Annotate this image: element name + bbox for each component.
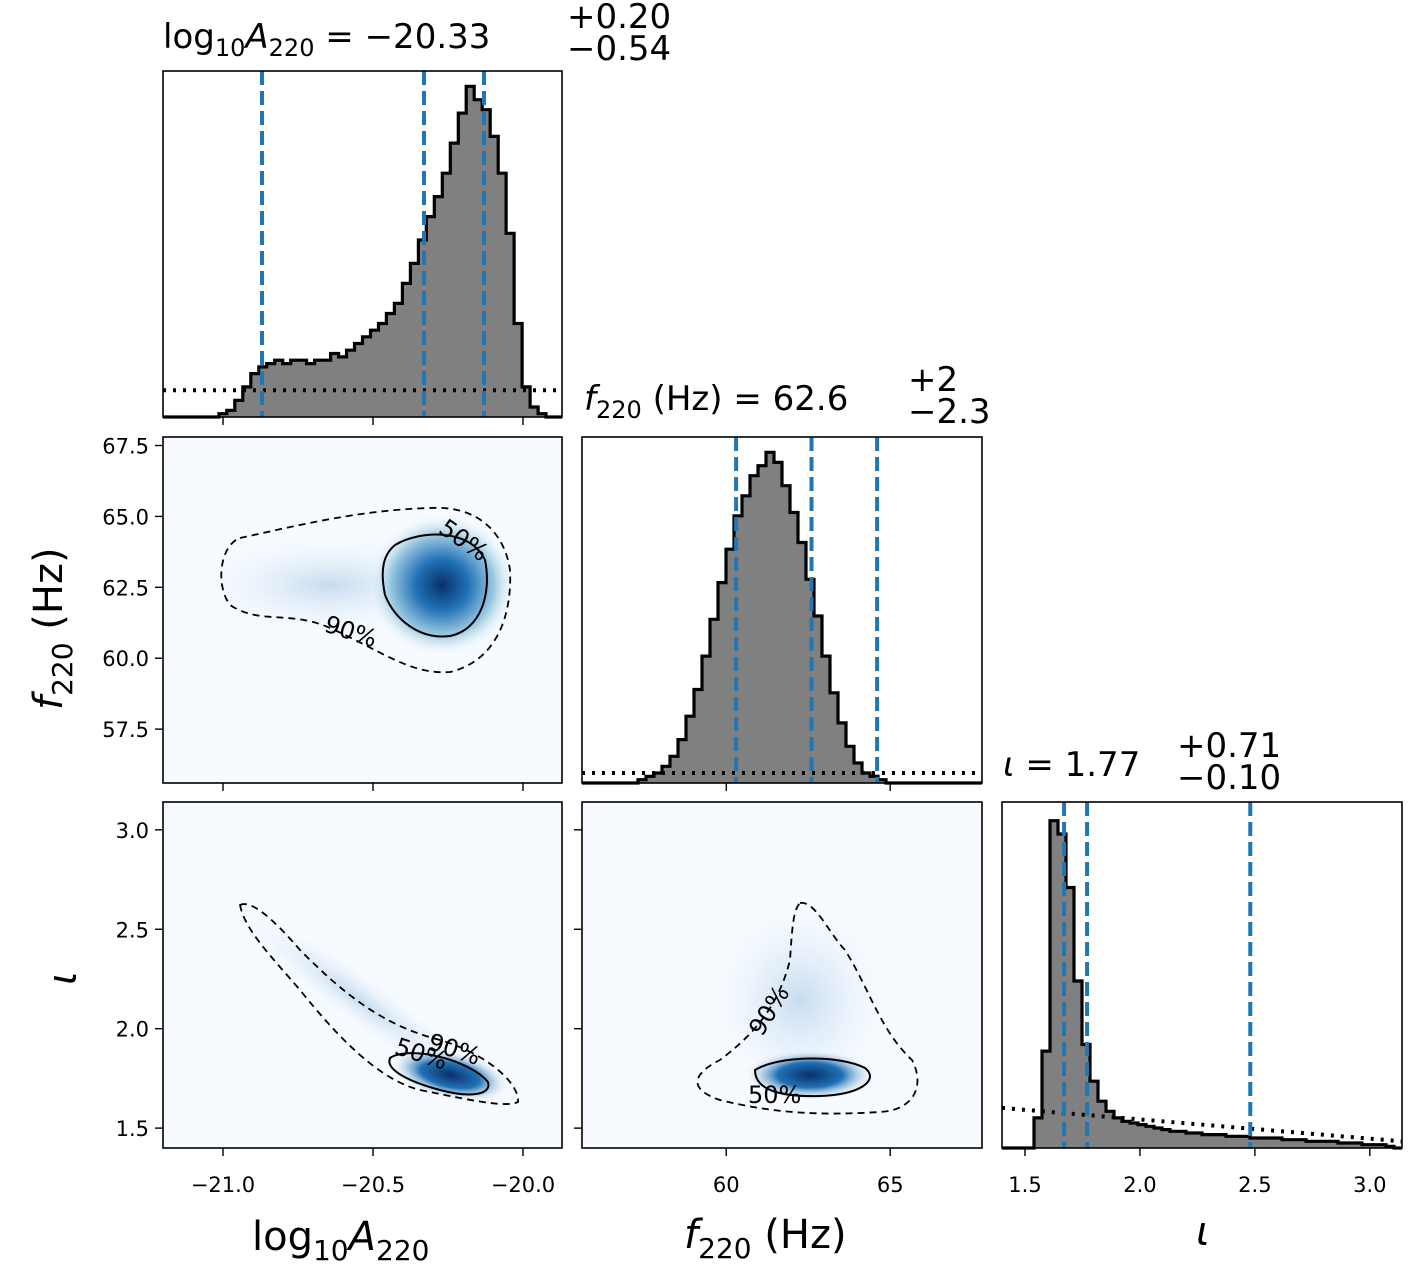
- svg-text:f220 (Hz) = 62.6: f220 (Hz) = 62.6: [584, 379, 848, 424]
- title-iota-minus: −0.10: [1177, 758, 1281, 798]
- svg-text:f220 (Hz): f220 (Hz): [26, 547, 79, 710]
- ytick-label-2-3: 3.0: [116, 819, 149, 843]
- histogram-step-f: [582, 450, 982, 785]
- xlabel-f: f220 (Hz): [684, 1212, 847, 1265]
- xtick-label-2-3: 3.0: [1353, 1173, 1386, 1197]
- xtick-label-2-2: 2.5: [1238, 1173, 1271, 1197]
- panel-frame-2-2: [1001, 801, 1403, 1149]
- contour-50-logA-iota: [388, 1052, 490, 1096]
- svg-text:ι = 1.77: ι = 1.77: [1003, 745, 1140, 785]
- svg-text:f220 (Hz): f220 (Hz): [684, 1212, 847, 1265]
- title-f-plus: +2: [908, 360, 958, 400]
- contour-50-logA-f: [381, 533, 488, 638]
- histogram-fill-logA: [163, 86, 562, 418]
- panel-frame-0-0: [162, 70, 563, 418]
- ylabel-iota: ι: [40, 971, 86, 985]
- svg-text:ι: ι: [40, 971, 86, 985]
- xlabel-logA: log10A220: [252, 1214, 429, 1267]
- title-logA: log10A220 = −20.33 +0.20 −0.54: [163, 0, 671, 69]
- title-f: f220 (Hz) = 62.6 +2 −2.3: [584, 360, 991, 432]
- ytick-label-1-4: 67.5: [102, 435, 149, 459]
- ytick-label-1-1: 60.0: [102, 647, 149, 671]
- ylabel-f: f220 (Hz): [26, 547, 79, 710]
- density-logA-iota: 50% 90%: [163, 802, 562, 1148]
- panel-frame-2-1: [581, 801, 983, 1149]
- xlabel-iota: ι: [1196, 1209, 1210, 1255]
- density-logA-f: 50% 90%: [163, 437, 562, 783]
- title-logA-minus: −0.54: [567, 29, 671, 69]
- contour-50-f-iota: [753, 1057, 871, 1098]
- ytick-label-2-0: 1.5: [116, 1117, 149, 1141]
- histogram-fill-iota: [1002, 820, 1402, 1148]
- xtick-label-1-0: 60: [713, 1173, 740, 1197]
- contour-90-logA-iota: [238, 903, 519, 1105]
- xtick-label-0-0: −21.0: [191, 1173, 255, 1197]
- title-iota-plus: +0.71: [1177, 726, 1281, 766]
- ytick-label-1-2: 62.5: [102, 576, 149, 600]
- ytick-label-2-2: 2.5: [116, 918, 149, 942]
- xtick-label-2-0: 1.5: [1008, 1173, 1041, 1197]
- svg-text:ι: ι: [1196, 1209, 1210, 1255]
- panel-frame-1-1: [581, 436, 983, 784]
- ytick-label-1-3: 65.0: [102, 505, 149, 529]
- title-f-minus: −2.3: [908, 392, 991, 432]
- svg-text:log10A220 = −20.33: log10A220 = −20.33: [163, 17, 490, 62]
- histogram-step-logA: [163, 84, 562, 419]
- ytick-label-2-1: 2.0: [116, 1018, 149, 1042]
- xtick-label-0-1: −20.5: [341, 1173, 405, 1197]
- frames-layer: [162, 70, 1403, 1149]
- ytick-label-1-0: 57.5: [102, 718, 149, 742]
- panel-frame-1-0: [162, 436, 563, 784]
- contour-label-50-f-iota: 50%: [748, 1081, 801, 1109]
- xtick-label-2-1: 2.0: [1123, 1173, 1156, 1197]
- prior-line-iota: [1001, 1105, 1403, 1144]
- density-f-iota: 50% 90%: [582, 802, 982, 1148]
- ticks-layer: −21.0 −20.5 −20.0 60 65 1.5 2.0 2.5 3.0 57.5 60.0 6…: [102, 417, 1387, 1197]
- title-iota: ι = 1.77 +0.71 −0.10: [1003, 726, 1281, 798]
- panel-frame-2-0: [162, 801, 563, 1149]
- histogram-fill-f: [582, 452, 982, 783]
- xtick-label-0-2: −20.0: [491, 1173, 555, 1197]
- histogram-layer: [163, 71, 1403, 1150]
- title-logA-plus: +0.20: [567, 0, 671, 37]
- xtick-label-1-1: 65: [877, 1173, 904, 1197]
- svg-text:log10A220: log10A220: [252, 1214, 429, 1267]
- contour-90-f-iota: [696, 902, 919, 1115]
